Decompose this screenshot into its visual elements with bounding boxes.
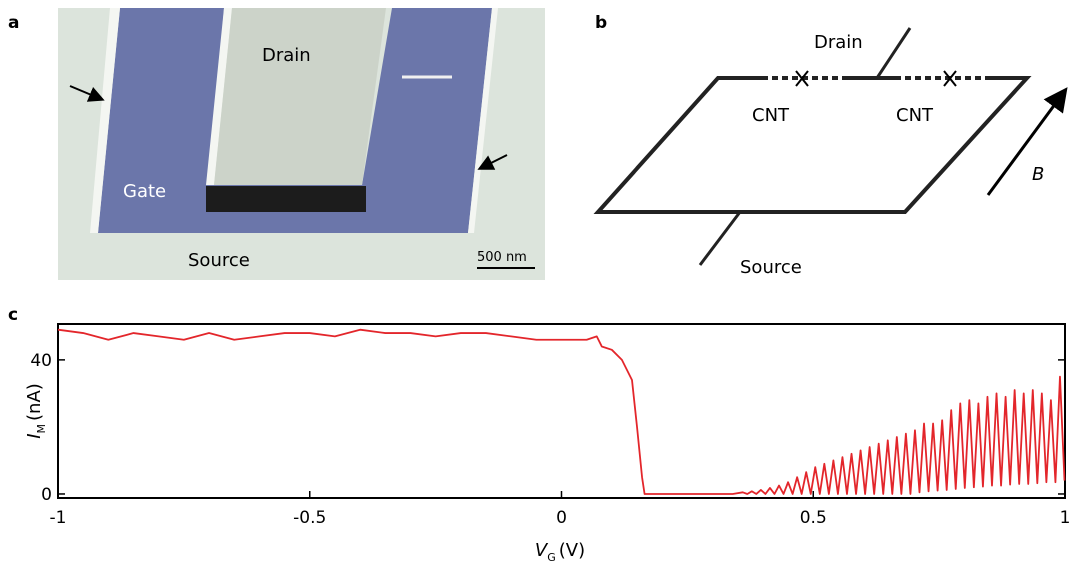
gate-electrode (98, 8, 492, 233)
edge-highlight (468, 8, 498, 233)
scale-label: 500 nm (477, 250, 527, 265)
junction (795, 70, 957, 87)
plot-frame (57, 323, 1066, 499)
panel-letter: a (8, 13, 19, 33)
x-tick-label: 0 (556, 508, 567, 528)
y-label-sub: M (35, 424, 48, 434)
x-tick-label: 0.5 (800, 508, 827, 528)
y-tick-label: 40 (30, 351, 52, 371)
x-tick-label: -0.5 (293, 508, 326, 528)
x-label-symbol: V (535, 540, 549, 561)
field-arrow (986, 87, 1068, 196)
y-tick-label: 0 (41, 485, 52, 505)
edge-highlight (206, 8, 232, 185)
edge-highlight (90, 8, 120, 233)
loop (593, 27, 1032, 266)
arrow (69, 85, 105, 102)
drain-electrode (214, 8, 386, 185)
chart: -1 -0.5 0 0.5 1 0 40 (30, 323, 1071, 528)
x-tick-label: 1 (1060, 508, 1071, 528)
y-label-symbol: I (24, 433, 45, 438)
panel-letter: b (595, 13, 607, 33)
x-label-sub: G (547, 551, 556, 564)
drain-label: Drain (814, 32, 863, 53)
y-axis-label: IM (nA) (24, 383, 48, 439)
x-axis-label: VG (V) (535, 540, 585, 564)
panel-letter: c (8, 305, 18, 325)
arrow (477, 154, 508, 170)
y-label-unit: (nA) (24, 383, 45, 421)
field-label: B (1032, 164, 1044, 185)
trench (206, 186, 366, 212)
x-tick-label: -1 (50, 508, 67, 528)
cnt-label: CNT (896, 105, 934, 126)
source-label: Source (740, 257, 802, 278)
cnt-label: CNT (752, 105, 790, 126)
data-line (57, 328, 1066, 495)
source-label: Source (188, 250, 250, 271)
drain-label: Drain (262, 45, 311, 66)
x-label-unit: (V) (559, 540, 585, 561)
gate-label: Gate (123, 181, 166, 202)
